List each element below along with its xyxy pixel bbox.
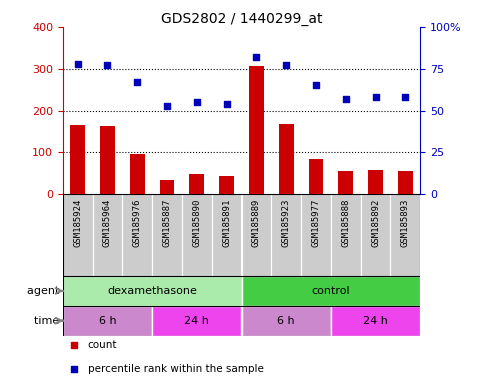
Bar [212, 194, 242, 276]
Text: control: control [312, 286, 350, 296]
Bar [189, 174, 204, 194]
Bar [93, 194, 122, 276]
Bar [70, 125, 85, 194]
Point [133, 79, 141, 85]
Text: GSM185924: GSM185924 [73, 198, 82, 247]
Text: agent: agent [27, 286, 63, 296]
Bar [271, 194, 301, 276]
Bar [130, 154, 145, 194]
Point [70, 366, 77, 372]
Point [70, 342, 77, 348]
Point [282, 62, 290, 68]
Bar [368, 170, 383, 194]
Bar [242, 194, 271, 276]
Bar [338, 171, 353, 194]
Bar [159, 180, 174, 194]
Text: GSM185923: GSM185923 [282, 198, 291, 247]
Text: GSM185890: GSM185890 [192, 198, 201, 247]
Text: percentile rank within the sample: percentile rank within the sample [88, 364, 264, 374]
Text: GSM185887: GSM185887 [163, 198, 171, 247]
Text: time: time [34, 316, 63, 326]
Bar [63, 276, 242, 306]
Bar [242, 276, 420, 306]
Bar [152, 194, 182, 276]
Bar [249, 66, 264, 194]
Bar [390, 194, 420, 276]
Point [163, 103, 171, 109]
Text: GSM185976: GSM185976 [133, 198, 142, 247]
Bar [242, 306, 331, 336]
Text: 6 h: 6 h [277, 316, 295, 326]
Bar [331, 194, 361, 276]
Text: 24 h: 24 h [185, 316, 209, 326]
Point [253, 54, 260, 60]
Bar [152, 306, 242, 336]
Bar [63, 306, 152, 336]
Bar [398, 171, 413, 194]
Text: GSM185892: GSM185892 [371, 198, 380, 247]
Point [193, 99, 201, 105]
Text: GSM185888: GSM185888 [341, 198, 350, 247]
Text: dexamethasone: dexamethasone [107, 286, 197, 296]
Text: 6 h: 6 h [99, 316, 116, 326]
Text: GSM185889: GSM185889 [252, 198, 261, 247]
Bar [100, 126, 115, 194]
Point [372, 94, 380, 100]
Point [342, 96, 350, 102]
Bar [309, 159, 324, 194]
Title: GDS2802 / 1440299_at: GDS2802 / 1440299_at [161, 12, 322, 26]
Text: count: count [88, 340, 117, 350]
Bar [182, 194, 212, 276]
Bar [331, 306, 420, 336]
Point [312, 83, 320, 89]
Point [223, 101, 230, 107]
Text: GSM185893: GSM185893 [401, 198, 410, 247]
Point [401, 94, 409, 100]
Bar [63, 194, 93, 276]
Text: 24 h: 24 h [363, 316, 388, 326]
Point [104, 62, 112, 68]
Point [74, 61, 82, 67]
Bar [279, 124, 294, 194]
Text: GSM185977: GSM185977 [312, 198, 320, 247]
Bar [219, 176, 234, 194]
Text: GSM185964: GSM185964 [103, 198, 112, 247]
Bar [122, 194, 152, 276]
Bar [301, 194, 331, 276]
Text: GSM185891: GSM185891 [222, 198, 231, 247]
Bar [361, 194, 390, 276]
